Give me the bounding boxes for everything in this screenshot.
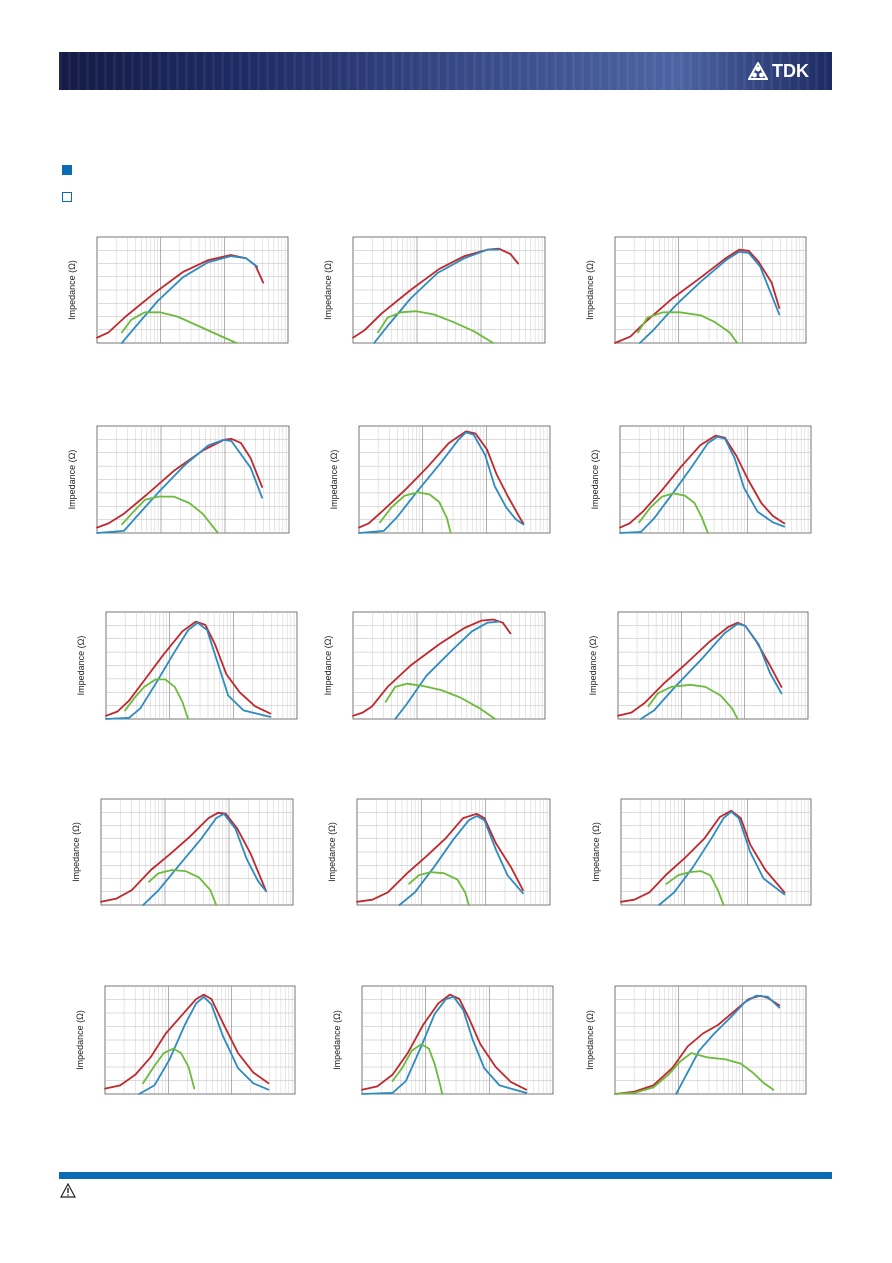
y-axis-label: Impedance (Ω) bbox=[588, 636, 598, 696]
impedance-curve bbox=[142, 812, 268, 906]
impedance-curve bbox=[614, 1052, 775, 1095]
impedance-curve bbox=[100, 811, 268, 903]
impedance-curve bbox=[120, 255, 259, 344]
impedance-curve bbox=[352, 247, 519, 339]
warning-icon bbox=[60, 1183, 76, 1198]
impedance-curve bbox=[384, 682, 497, 720]
impedance-chart: Impedance (Ω) bbox=[585, 985, 807, 1095]
header-band bbox=[59, 52, 832, 90]
impedance-curve bbox=[639, 622, 783, 720]
impedance-chart: Impedance (Ω) bbox=[76, 611, 298, 720]
impedance-curve bbox=[105, 621, 272, 720]
impedance-curve bbox=[361, 993, 528, 1091]
impedance-curve bbox=[619, 434, 786, 529]
logo-text: TDK bbox=[772, 60, 809, 81]
y-axis-label: Impedance (Ω) bbox=[329, 450, 339, 510]
impedance-curve bbox=[620, 809, 786, 903]
y-axis-label: Impedance (Ω) bbox=[323, 636, 333, 696]
tdk-logo-icon bbox=[748, 62, 768, 80]
impedance-chart: Impedance (Ω) bbox=[590, 425, 812, 534]
y-axis-label: Impedance (Ω) bbox=[332, 1010, 342, 1070]
y-axis-label: Impedance (Ω) bbox=[585, 260, 595, 320]
impedance-chart: Impedance (Ω) bbox=[588, 611, 809, 720]
impedance-curve bbox=[358, 430, 525, 529]
impedance-curve bbox=[352, 618, 512, 717]
impedance-curve bbox=[647, 683, 739, 720]
y-axis-label: Impedance (Ω) bbox=[327, 822, 337, 882]
impedance-chart: Impedance (Ω) bbox=[323, 611, 546, 720]
impedance-curve bbox=[394, 620, 500, 720]
impedance-curve bbox=[373, 248, 500, 344]
impedance-curve bbox=[138, 995, 270, 1095]
impedance-curve bbox=[665, 870, 725, 906]
impedance-chart: Impedance (Ω) bbox=[329, 425, 551, 534]
impedance-curve bbox=[619, 435, 786, 534]
tdk-logo: TDK bbox=[748, 60, 826, 82]
impedance-curve bbox=[124, 678, 190, 720]
impedance-curve bbox=[96, 438, 264, 534]
impedance-curve bbox=[358, 431, 525, 534]
impedance-chart: Impedance (Ω) bbox=[332, 985, 554, 1095]
impedance-chart: Impedance (Ω) bbox=[71, 798, 294, 906]
impedance-chart: Impedance (Ω) bbox=[67, 425, 290, 534]
filled-square-bullet-icon bbox=[62, 165, 72, 175]
impedance-curve bbox=[408, 871, 470, 906]
impedance-curve bbox=[104, 993, 270, 1090]
impedance-curve bbox=[638, 492, 709, 534]
impedance-curve bbox=[614, 248, 781, 344]
y-axis-label: Impedance (Ω) bbox=[75, 1010, 85, 1070]
impedance-chart: Impedance (Ω) bbox=[75, 985, 296, 1095]
y-axis-label: Impedance (Ω) bbox=[590, 450, 600, 510]
impedance-curve bbox=[142, 1047, 196, 1090]
impedance-curve bbox=[391, 1043, 444, 1095]
open-square-bullet-icon bbox=[62, 192, 72, 202]
impedance-curve bbox=[398, 815, 524, 906]
impedance-chart: Impedance (Ω) bbox=[67, 236, 289, 344]
impedance-curve bbox=[356, 812, 524, 903]
y-axis-label: Impedance (Ω) bbox=[67, 260, 77, 320]
impedance-curve bbox=[377, 310, 495, 344]
impedance-chart: Impedance (Ω) bbox=[591, 798, 812, 906]
impedance-chart: Impedance (Ω) bbox=[323, 236, 546, 344]
impedance-chart: Impedance (Ω) bbox=[585, 236, 807, 344]
impedance-curve bbox=[675, 994, 781, 1095]
impedance-chart: Impedance (Ω) bbox=[327, 798, 551, 906]
y-axis-label: Impedance (Ω) bbox=[76, 636, 86, 696]
impedance-curve bbox=[120, 311, 238, 344]
y-axis-label: Impedance (Ω) bbox=[591, 822, 601, 882]
y-axis-label: Impedance (Ω) bbox=[585, 1010, 595, 1070]
y-axis-label: Impedance (Ω) bbox=[323, 260, 333, 320]
footer-bar bbox=[59, 1172, 832, 1179]
impedance-curve bbox=[105, 620, 272, 717]
impedance-curve bbox=[658, 810, 786, 906]
y-axis-label: Impedance (Ω) bbox=[67, 450, 77, 510]
impedance-curve bbox=[148, 869, 218, 906]
impedance-curve bbox=[121, 495, 219, 534]
impedance-curve bbox=[638, 250, 781, 344]
impedance-curve bbox=[379, 491, 452, 534]
impedance-curve bbox=[361, 995, 528, 1095]
y-axis-label: Impedance (Ω) bbox=[71, 822, 81, 882]
impedance-curve bbox=[637, 311, 739, 344]
